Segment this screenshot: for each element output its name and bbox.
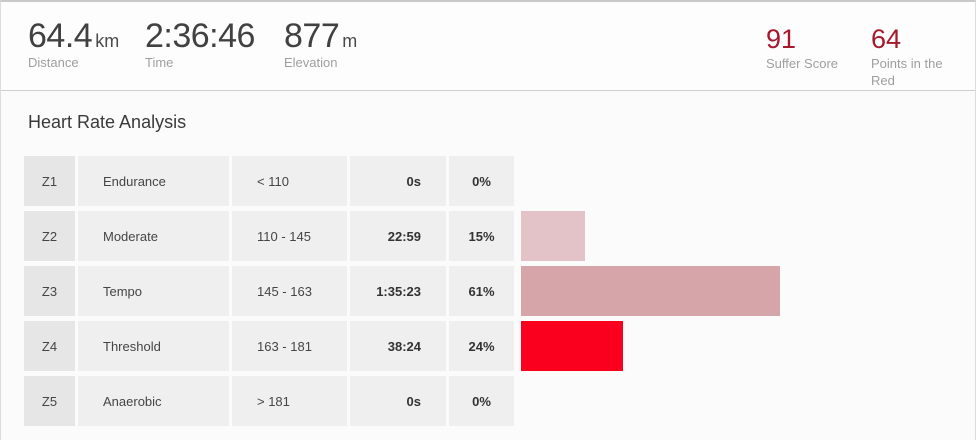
zone-name: Threshold xyxy=(78,321,229,371)
time-label: Time xyxy=(145,55,174,70)
distance-label: Distance xyxy=(28,55,79,70)
zone-bar-track xyxy=(521,211,945,261)
suffer-score-value: 91 xyxy=(766,24,797,54)
zone-hr-range: > 181 xyxy=(232,376,347,426)
zone-time: 1:35:23 xyxy=(350,266,446,316)
zone-percent: 24% xyxy=(449,321,514,371)
zone-percent: 15% xyxy=(449,211,514,261)
zone-time: 22:59 xyxy=(350,211,446,261)
zone-badge: Z1 xyxy=(24,156,75,206)
zone-time: 0s xyxy=(350,156,446,206)
section-title: Heart Rate Analysis xyxy=(28,112,187,132)
heart-rate-zone-table: Z1 Endurance < 110 0s 0% Z2 Moderate 110… xyxy=(24,156,975,426)
suffer-score-label: Suffer Score xyxy=(766,56,839,71)
points-in-red-label: Points in the Red xyxy=(871,56,943,88)
zone-name: Anaerobic xyxy=(78,376,229,426)
zone-bar-track xyxy=(521,156,945,206)
elevation-unit: m xyxy=(342,31,358,51)
zone-percent: 0% xyxy=(449,156,514,206)
elevation-label: Elevation xyxy=(284,55,338,70)
stat-time: 2:36:46 Time xyxy=(145,19,284,70)
hr-zone-row-z2: Z2 Moderate 110 - 145 22:59 15% xyxy=(24,211,975,261)
stat-points-in-the-red: 64 Points in the Red xyxy=(871,19,957,89)
distance-value: 64.4 xyxy=(28,17,93,55)
zone-percent: 0% xyxy=(449,376,514,426)
zone-bar xyxy=(521,211,585,261)
hr-zone-row-z4: Z4 Threshold 163 - 181 38:24 24% xyxy=(24,321,975,371)
hr-zone-row-z5: Z5 Anaerobic > 181 0s 0% xyxy=(24,376,975,426)
zone-badge: Z4 xyxy=(24,321,75,371)
activity-stats-header: 64.4 km Distance 2:36:46 Time 877 m Elev… xyxy=(1,2,975,91)
hr-zone-row-z1: Z1 Endurance < 110 0s 0% xyxy=(24,156,975,206)
zone-hr-range: 163 - 181 xyxy=(232,321,347,371)
distance-unit: km xyxy=(95,31,120,51)
stat-elevation: 877 m Elevation xyxy=(284,19,434,70)
zone-bar-track xyxy=(521,376,945,426)
zone-time: 0s xyxy=(350,376,446,426)
zone-name: Moderate xyxy=(78,211,229,261)
zone-bar xyxy=(521,266,780,316)
stat-suffer-score: 91 Suffer Score xyxy=(766,19,852,72)
elevation-value: 877 xyxy=(284,17,340,55)
zone-bar xyxy=(521,321,623,371)
zone-name: Endurance xyxy=(78,156,229,206)
zone-hr-range: 110 - 145 xyxy=(232,211,347,261)
zone-badge: Z3 xyxy=(24,266,75,316)
time-value: 2:36:46 xyxy=(145,17,255,55)
zone-hr-range: 145 - 163 xyxy=(232,266,347,316)
zone-badge: Z5 xyxy=(24,376,75,426)
stat-distance: 64.4 km Distance xyxy=(28,19,145,70)
zone-percent: 61% xyxy=(449,266,514,316)
zone-bar-track xyxy=(521,321,945,371)
zone-badge: Z2 xyxy=(24,211,75,261)
zone-bar-track xyxy=(521,266,945,316)
points-in-red-value: 64 xyxy=(871,24,902,54)
zone-name: Tempo xyxy=(78,266,229,316)
zone-hr-range: < 110 xyxy=(232,156,347,206)
zone-time: 38:24 xyxy=(350,321,446,371)
hr-zone-row-z3: Z3 Tempo 145 - 163 1:35:23 61% xyxy=(24,266,975,316)
